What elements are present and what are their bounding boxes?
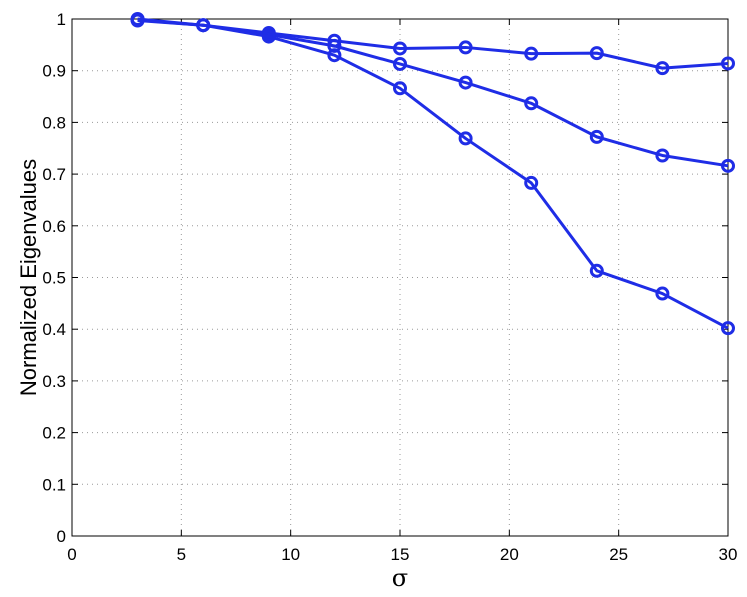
x-tick-label: 10: [281, 545, 300, 564]
y-tick-label: 0.3: [42, 372, 66, 391]
series-line: [137, 17, 729, 70]
data-point-marker: [458, 131, 473, 146]
y-tick-label: 0: [57, 527, 66, 546]
series-1: [130, 12, 735, 76]
x-tick-label: 30: [719, 545, 738, 564]
data-point-marker: [524, 175, 539, 190]
y-tick-label: 0.7: [42, 165, 66, 184]
data-point-marker: [524, 46, 539, 61]
data-point-marker: [589, 129, 604, 144]
data-point-marker: [458, 75, 473, 90]
data-point-marker: [393, 41, 407, 56]
series-3: [130, 13, 735, 336]
x-tick-label: 15: [391, 545, 410, 564]
y-tick-label: 0.6: [42, 217, 66, 236]
data-point-marker: [721, 56, 735, 71]
data-point-marker: [721, 158, 735, 173]
series-2: [130, 13, 735, 173]
data-point-marker: [196, 18, 211, 33]
y-tick-label: 1: [57, 10, 66, 29]
data-point-marker: [655, 148, 670, 163]
data-point-marker: [130, 13, 145, 28]
data-point-marker: [589, 46, 604, 61]
y-tick-label: 0.9: [42, 62, 66, 81]
data-point-marker: [458, 40, 473, 55]
x-tick-label: 5: [177, 545, 186, 564]
y-axis-label: Normalized Eigenvalues: [16, 159, 41, 396]
series-group: [130, 12, 735, 336]
data-point-marker: [721, 321, 735, 336]
y-tick-label: 0.2: [42, 424, 66, 443]
data-point-marker: [655, 286, 670, 301]
series-line: [137, 18, 729, 168]
plot-frame: [71, 18, 729, 537]
data-point-marker: [261, 29, 276, 44]
y-tick-label: 0.1: [42, 475, 66, 494]
x-axis-label: σ: [392, 564, 408, 592]
y-tick-label: 0.8: [42, 113, 66, 132]
data-point-marker: [589, 263, 604, 278]
y-tick-label: 0.4: [42, 320, 66, 339]
series-line: [137, 19, 729, 330]
x-tick-label: 25: [609, 545, 628, 564]
data-point-marker: [393, 56, 407, 71]
data-point-marker: [393, 81, 407, 96]
grid: [72, 19, 728, 536]
data-point-marker: [327, 48, 342, 63]
x-tick-label: 0: [67, 545, 76, 564]
y-tick-label: 0.5: [42, 269, 66, 288]
data-point-marker: [327, 38, 342, 53]
axis-ticks: 0 5 10 15 20 25 30 0 0.1 0.2 0.3 0.4 0.5 0.6 0.7 0.8 0.9…: [42, 10, 737, 564]
x-tick-label: 20: [500, 545, 519, 564]
data-point-marker: [524, 96, 539, 111]
data-point-marker: [655, 61, 670, 76]
